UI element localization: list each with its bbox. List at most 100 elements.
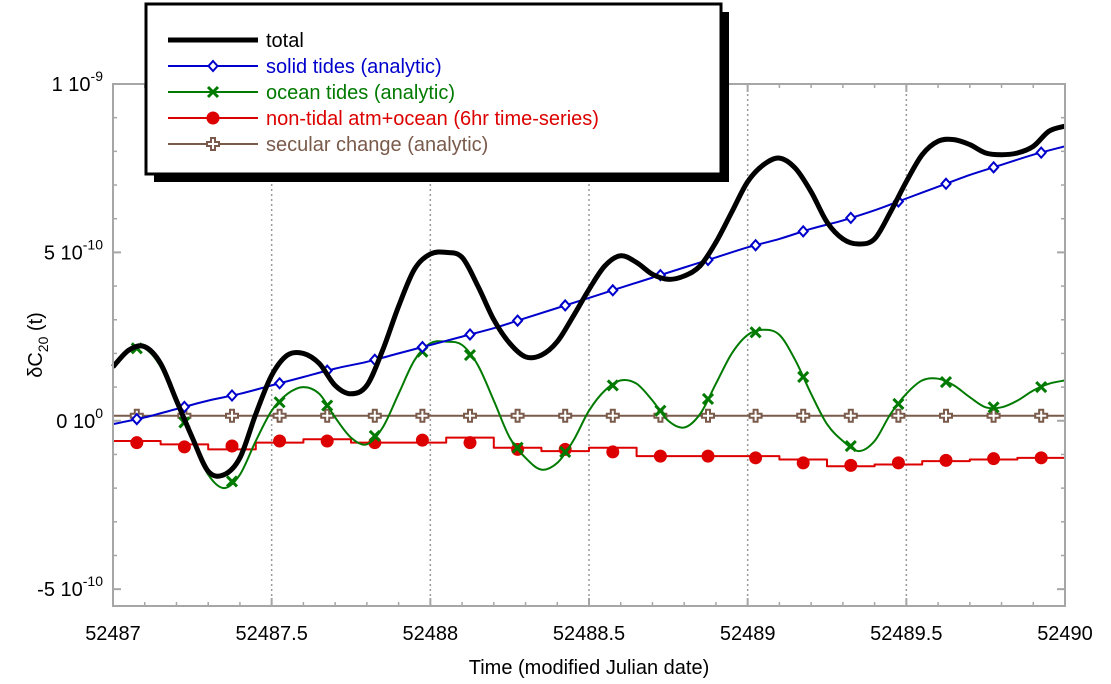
- data-point-marker: [797, 224, 810, 238]
- legend-label: total: [266, 30, 304, 52]
- data-point-marker: [748, 408, 763, 423]
- data-point-marker: [272, 408, 287, 423]
- y-tick-exponent: -10: [83, 236, 103, 252]
- data-point-marker: [653, 449, 667, 463]
- data-point-marker: [511, 441, 524, 454]
- data-point-marker: [226, 389, 238, 403]
- data-point-marker: [415, 433, 429, 447]
- data-point-marker: [368, 429, 381, 442]
- y-tick-exponent: 0: [95, 405, 103, 421]
- legend-entry: solid tides (analytic): [168, 56, 442, 78]
- data-point-marker: [987, 160, 1000, 174]
- data-point-marker: [987, 401, 1000, 414]
- y-axis-title-base: δC: [25, 352, 47, 378]
- data-point-marker: [558, 408, 573, 423]
- data-point-marker: [606, 379, 619, 392]
- data-point-marker: [320, 434, 334, 448]
- y-tick-label: 0 100: [56, 405, 103, 433]
- data-point-marker: [654, 404, 667, 417]
- data-point-marker: [321, 399, 334, 412]
- data-point-marker: [177, 440, 191, 454]
- data-point-marker: [1034, 451, 1048, 465]
- x-tick-label: 52488: [403, 623, 459, 645]
- data-point-marker: [415, 408, 430, 423]
- data-point-marker: [1035, 381, 1048, 394]
- data-point-marker: [749, 326, 762, 339]
- x-tick-label: 52488.5: [553, 623, 625, 645]
- data-point-marker: [511, 314, 524, 328]
- data-point-marker: [701, 449, 715, 463]
- y-axis-title-subscript: 20: [35, 336, 51, 352]
- data-point-marker: [843, 408, 858, 423]
- series-layer: [111, 123, 1066, 490]
- legend-entry: ocean tides (analytic): [168, 82, 455, 104]
- data-point-marker: [463, 436, 477, 450]
- legend-marker: [206, 137, 220, 151]
- y-tick-label: 1 10-9: [52, 68, 104, 96]
- data-point-marker: [559, 445, 572, 458]
- series-3: [113, 433, 1065, 472]
- data-point-marker: [701, 408, 715, 423]
- series-line: [112, 328, 1066, 490]
- data-point-marker: [464, 327, 476, 341]
- data-point-marker: [463, 349, 477, 362]
- data-point-marker: [225, 439, 239, 453]
- data-point-marker: [749, 451, 763, 465]
- x-tick-label: 52487: [85, 623, 141, 645]
- y-tick-exponent: -9: [91, 68, 104, 84]
- y-tick-mantissa: 5 10: [44, 242, 83, 264]
- y-tick-label: -5 10-10: [37, 573, 103, 601]
- y-axis-title: δC20 (t): [25, 312, 51, 378]
- legend-box: [144, 2, 723, 176]
- x-tick-label: 52487.5: [236, 623, 308, 645]
- data-point-marker: [510, 408, 525, 423]
- data-point-marker: [939, 408, 953, 423]
- legend-label: ocean tides (analytic): [266, 82, 455, 104]
- x-axis-title: Time (modified Julian date): [469, 657, 709, 679]
- data-point-marker: [796, 456, 810, 470]
- data-point-marker: [225, 408, 239, 423]
- data-point-marker: [986, 408, 1001, 423]
- legend-label: secular change (analytic): [266, 134, 488, 156]
- data-point-marker: [940, 177, 952, 191]
- legend-entry: secular change (analytic): [168, 134, 488, 156]
- y-axis-title-suffix: (t): [25, 312, 47, 336]
- data-point-marker: [606, 445, 620, 459]
- legend-label: solid tides (analytic): [266, 56, 442, 78]
- data-point-marker: [416, 340, 429, 354]
- y-tick-mantissa: 0 10: [56, 411, 95, 433]
- legend-marker: [207, 59, 219, 73]
- legend: total solid tides (analytic) ocean tides (…: [144, 2, 729, 182]
- data-point-marker: [130, 412, 143, 426]
- data-point-marker: [844, 211, 857, 225]
- data-point-marker: [606, 283, 619, 297]
- data-point-marker: [130, 436, 144, 450]
- data-point-marker: [559, 298, 572, 312]
- y-tick-label: 5 10-10: [44, 236, 103, 264]
- data-point-marker: [605, 408, 620, 423]
- data-point-marker: [558, 442, 572, 456]
- legend-entries: total solid tides (analytic) ocean tides (…: [168, 30, 599, 156]
- legend-entry: total: [168, 30, 304, 52]
- data-point-marker: [939, 375, 953, 389]
- data-point-marker: [844, 458, 858, 472]
- data-point-marker: [749, 238, 762, 252]
- data-point-marker: [320, 408, 335, 423]
- series-line: [111, 123, 1066, 479]
- data-point-marker: [891, 456, 905, 470]
- data-point-marker: [273, 434, 287, 448]
- legend-label: non-tidal atm+ocean (6hr time-series): [266, 108, 599, 130]
- data-point-marker: [892, 397, 905, 410]
- series-2: [112, 326, 1066, 490]
- data-point-marker: [891, 408, 906, 423]
- series-0: [111, 123, 1066, 479]
- data-point-marker: [797, 370, 810, 384]
- series-line: [112, 145, 1066, 426]
- legend-marker: [206, 111, 220, 125]
- data-point-marker: [225, 475, 239, 488]
- y-tick-mantissa: -5 10: [37, 579, 83, 601]
- data-point-marker: [273, 376, 286, 390]
- legend-entry: non-tidal atm+ocean (6hr time-series): [168, 108, 599, 130]
- legend-marker: [206, 85, 220, 99]
- data-point-marker: [844, 439, 857, 453]
